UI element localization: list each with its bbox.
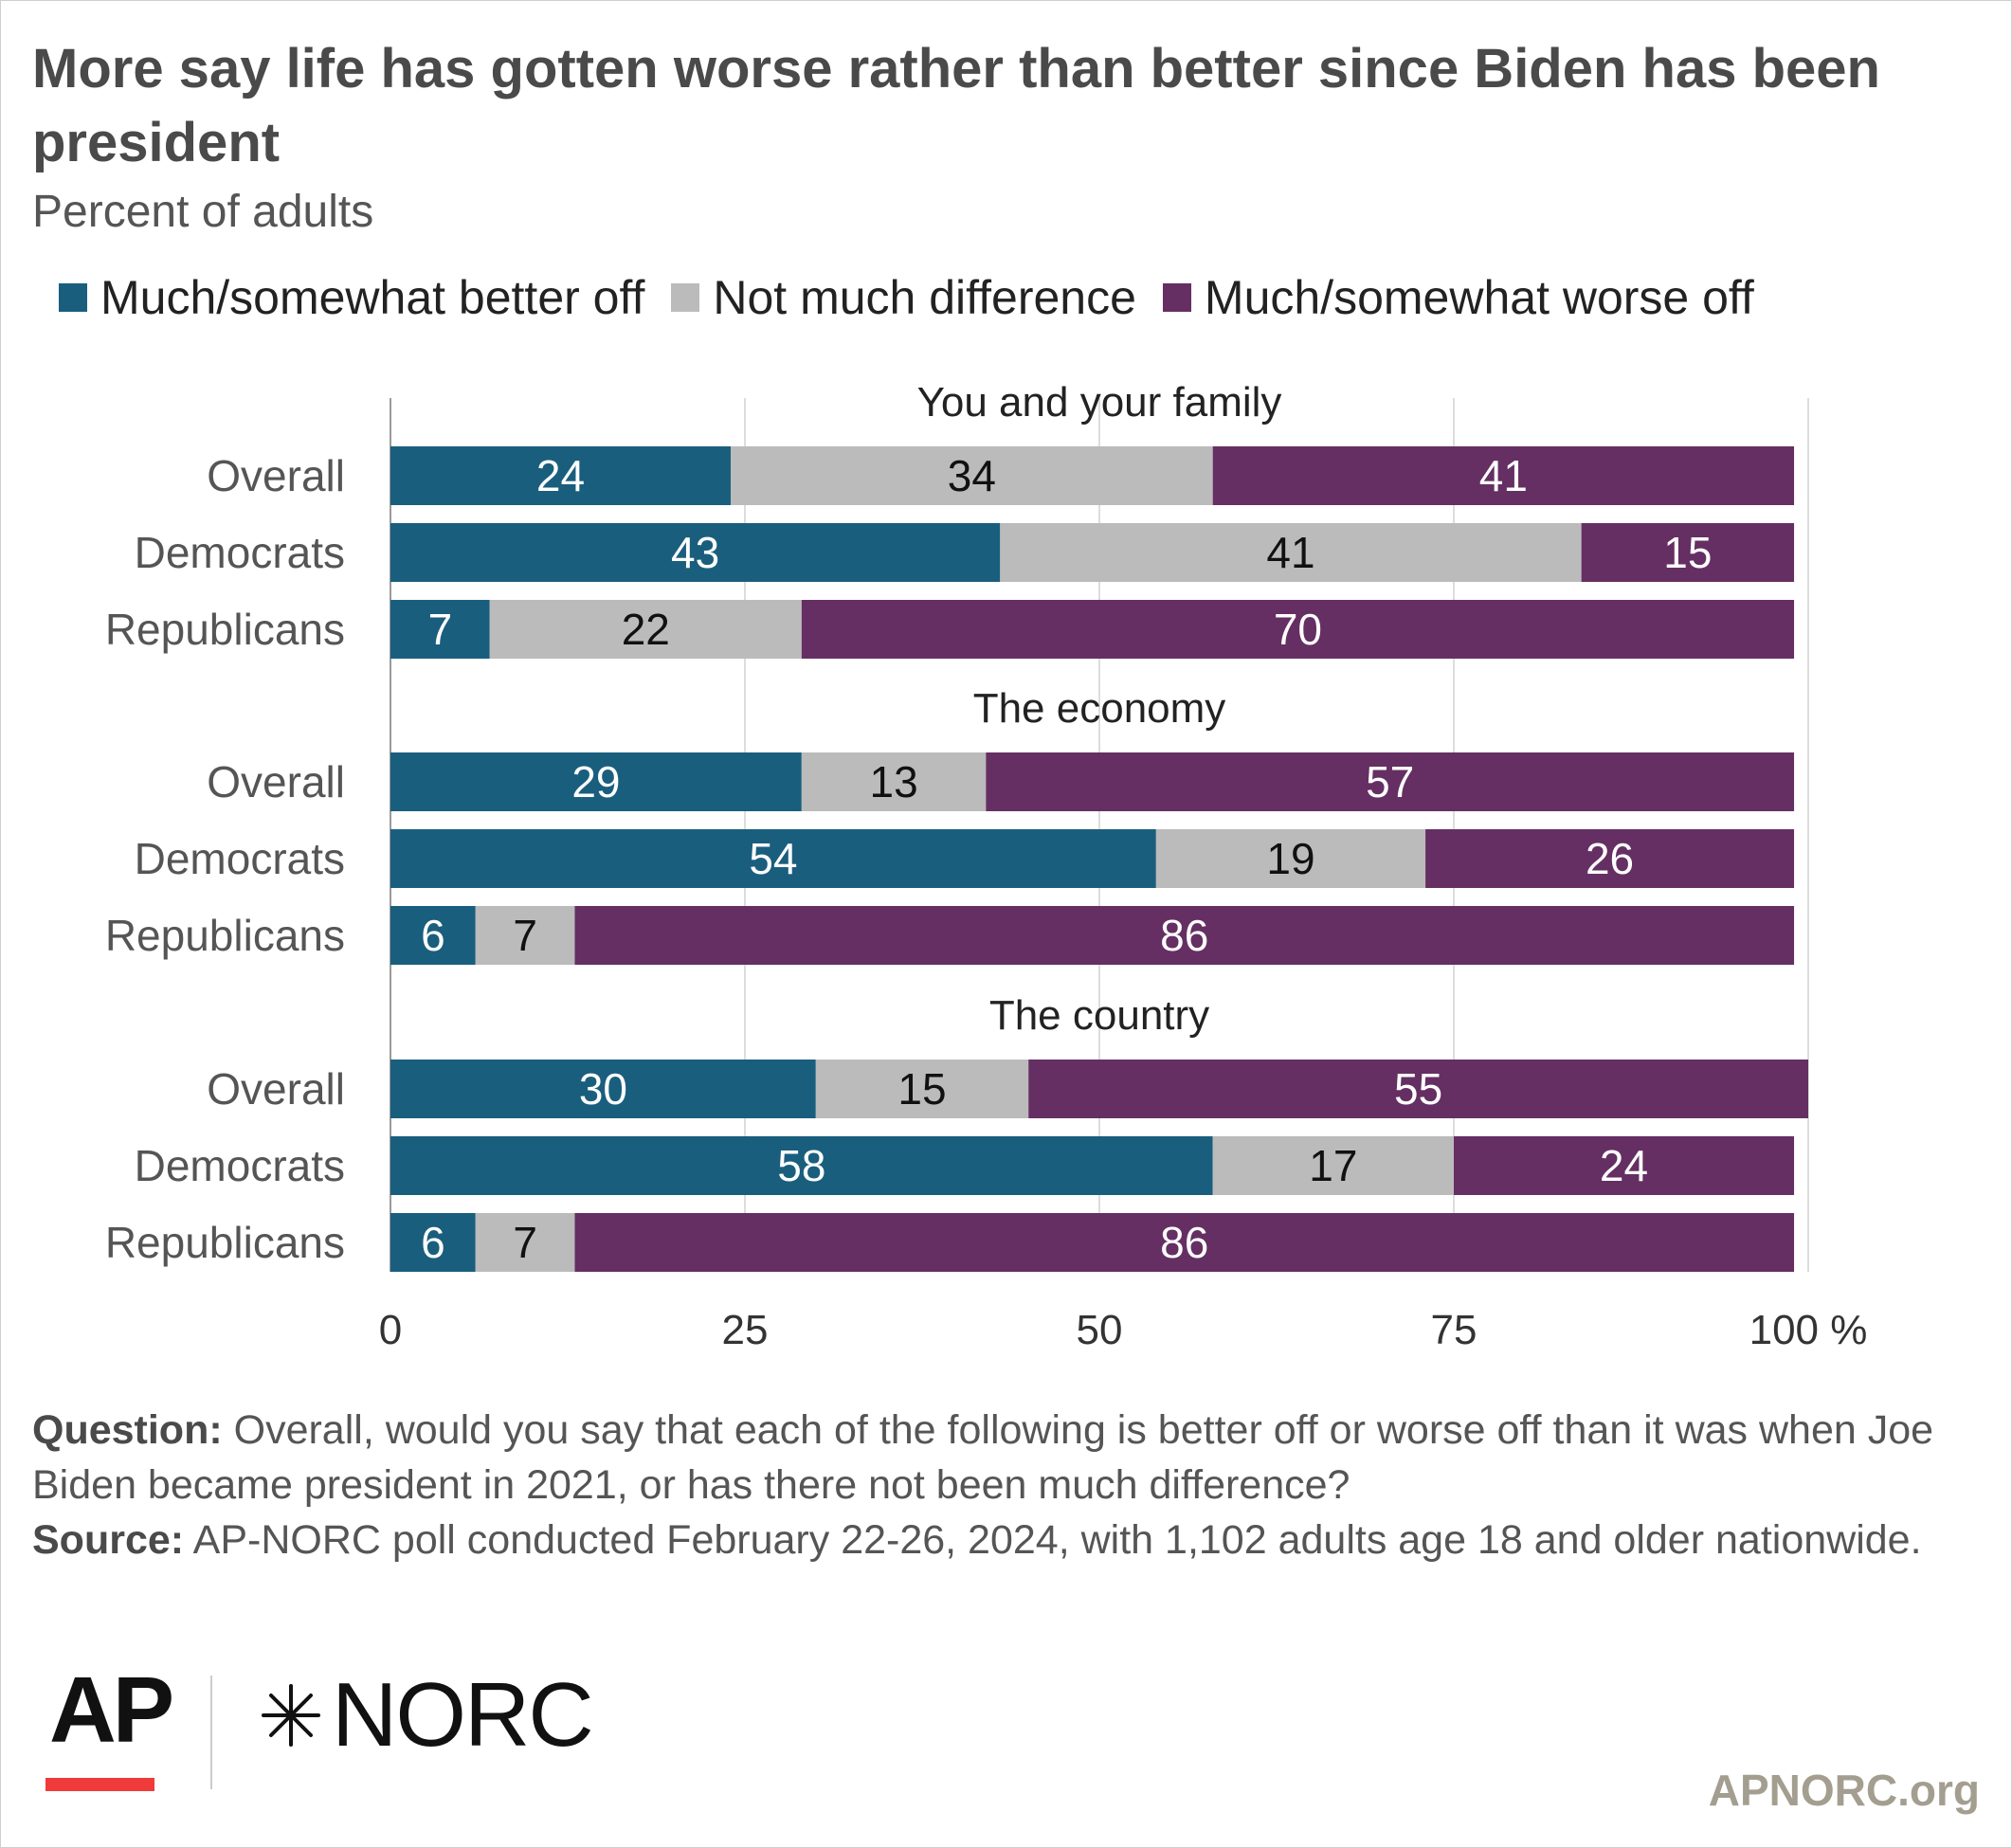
group-title-0: You and your family — [917, 379, 1282, 426]
bar-2-0-2 — [1028, 1060, 1808, 1118]
data-label-1-0-1: 13 — [869, 757, 917, 806]
bar-1-2-0 — [390, 906, 476, 965]
bar-1-1-2 — [1425, 829, 1795, 888]
stacked-bar-chart: 0 25 50 75 100 % You and your family Overall 24… — [105, 379, 1868, 1346]
group-title-1: The economy — [973, 685, 1226, 732]
bar-0-0-2 — [1212, 446, 1795, 505]
group-title-2: The country — [989, 992, 1209, 1039]
data-label-0-0-0: 24 — [536, 451, 585, 500]
bar-2-0-1 — [815, 1060, 1029, 1118]
data-label-1-2-0: 6 — [421, 911, 445, 960]
data-label-1-1-1: 19 — [1266, 834, 1314, 883]
data-label-2-0-2: 55 — [1394, 1064, 1442, 1114]
x-tick-label-0: 0 — [379, 1307, 402, 1346]
question-note: Question: Overall, would you say that ea… — [32, 1403, 1985, 1513]
bar-2-0-0 — [390, 1060, 816, 1118]
row-label-1-0: Overall — [207, 757, 345, 806]
chart-subtitle: Percent of adults — [32, 187, 374, 237]
data-label-2-2-1: 7 — [513, 1218, 537, 1267]
bar-0-1-1 — [1000, 523, 1582, 582]
x-tick-label-25: 25 — [722, 1307, 769, 1346]
bar-1-0-2 — [986, 752, 1795, 811]
data-label-0-2-0: 7 — [428, 605, 453, 654]
legend-item-no-difference: Not much difference — [671, 270, 1136, 325]
data-label-2-1-2: 24 — [1600, 1141, 1648, 1190]
bar-0-2-0 — [390, 600, 490, 659]
bar-2-1-1 — [1212, 1136, 1454, 1195]
row-label-0-1: Democrats — [135, 528, 345, 577]
source-text: AP-NORC poll conducted February 22-26, 2… — [184, 1517, 1922, 1563]
norc-logo: NORC — [258, 1664, 594, 1766]
bar-0-0-0 — [390, 446, 732, 505]
norc-logo-text: NORC — [332, 1664, 594, 1766]
data-label-2-0-1: 15 — [897, 1064, 946, 1114]
data-label-2-2-2: 86 — [1160, 1218, 1208, 1267]
bar-1-2-2 — [574, 906, 1795, 965]
row-label-1-2: Republicans — [105, 911, 345, 960]
row-label-2-0: Overall — [207, 1064, 345, 1114]
row-label-0-2: Republicans — [105, 605, 345, 654]
data-label-1-2-1: 7 — [513, 911, 537, 960]
logo-divider — [210, 1676, 212, 1789]
bar-0-1-2 — [1581, 523, 1795, 582]
bar-0-1-0 — [390, 523, 1001, 582]
legend-label-no-difference: Not much difference — [713, 271, 1136, 324]
x-tick-label-100: 100 % — [1749, 1307, 1868, 1346]
bar-1-2-1 — [475, 906, 575, 965]
data-label-1-2-2: 86 — [1160, 911, 1208, 960]
bar-2-2-2 — [574, 1213, 1795, 1272]
bar-2-1-0 — [390, 1136, 1213, 1195]
data-label-1-1-0: 54 — [749, 834, 797, 883]
data-label-0-0-2: 41 — [1479, 451, 1528, 500]
bar-2-2-0 — [390, 1213, 476, 1272]
data-label-0-1-2: 15 — [1663, 528, 1712, 577]
bar-1-1-1 — [1155, 829, 1426, 888]
legend-label-worse: Much/somewhat worse off — [1204, 271, 1754, 324]
data-label-2-0-0: 30 — [579, 1064, 627, 1114]
data-label-2-1-0: 58 — [777, 1141, 825, 1190]
legend-swatch-no-difference — [671, 283, 700, 312]
site-url: APNORC.org — [1708, 1766, 1980, 1815]
question-label: Question: — [32, 1407, 223, 1453]
legend-item-better: Much/somewhat better off — [59, 270, 644, 325]
bar-0-2-1 — [489, 600, 802, 659]
bar-1-0-0 — [390, 752, 802, 811]
bar-2-1-2 — [1454, 1136, 1795, 1195]
legend-label-better: Much/somewhat better off — [100, 271, 645, 324]
row-label-2-2: Republicans — [105, 1218, 345, 1267]
data-label-0-0-1: 34 — [948, 451, 996, 500]
legend-swatch-worse — [1162, 283, 1191, 312]
question-text: Overall, would you say that each of the … — [32, 1407, 1934, 1508]
norc-star-icon — [262, 1684, 320, 1747]
bar-1-1-0 — [390, 829, 1156, 888]
data-label-2-2-0: 6 — [421, 1218, 445, 1267]
chart-title: More say life has gotten worse rather th… — [32, 38, 1880, 173]
chart-notes: Question: Overall, would you say that ea… — [32, 1403, 1985, 1567]
data-label-0-2-2: 70 — [1274, 605, 1322, 654]
x-tick-label-75: 75 — [1431, 1307, 1477, 1346]
legend-item-worse: Much/somewhat worse off — [1162, 270, 1754, 325]
row-label-1-1: Democrats — [135, 834, 345, 883]
bar-1-0-1 — [801, 752, 987, 811]
bar-2-2-1 — [475, 1213, 575, 1272]
x-tick-label-50: 50 — [1077, 1307, 1123, 1346]
data-label-1-1-2: 26 — [1586, 834, 1634, 883]
ap-logo-bar — [45, 1778, 154, 1791]
source-label: Source: — [32, 1517, 185, 1563]
data-label-0-1-1: 41 — [1266, 528, 1314, 577]
row-label-0-0: Overall — [207, 451, 345, 500]
data-label-0-2-1: 22 — [622, 605, 670, 654]
bar-0-0-1 — [731, 446, 1213, 505]
bar-0-2-2 — [801, 600, 1795, 659]
data-label-1-0-0: 29 — [571, 757, 620, 806]
ap-logo: AP — [49, 1658, 174, 1762]
row-label-2-1: Democrats — [135, 1141, 345, 1190]
source-note: Source: AP-NORC poll conducted February … — [32, 1513, 1985, 1567]
legend: Much/somewhat better off Not much differ… — [59, 270, 1781, 325]
data-label-2-1-1: 17 — [1309, 1141, 1357, 1190]
data-label-1-0-2: 57 — [1366, 757, 1414, 806]
legend-swatch-better — [59, 283, 87, 312]
data-label-0-1-0: 43 — [671, 528, 719, 577]
